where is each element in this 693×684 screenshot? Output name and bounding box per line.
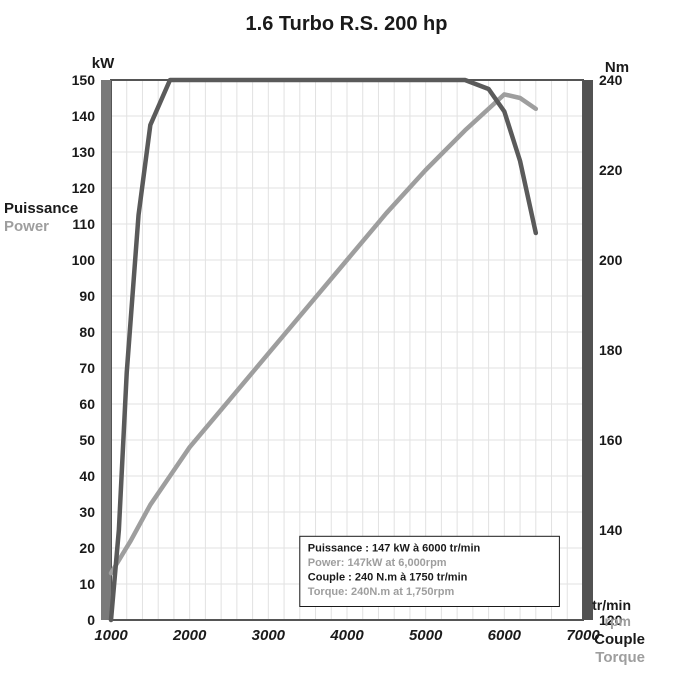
label-power: Power	[4, 218, 49, 235]
y-left-tick-label: 80	[79, 324, 95, 340]
x-tick-label: 4000	[329, 627, 364, 644]
y-left-tick-label: 110	[72, 216, 95, 232]
label-torque: Torque	[595, 649, 645, 666]
y-left-tick-label: 120	[72, 180, 96, 196]
y-right-tick-label: 160	[599, 432, 623, 448]
y-left-tick-label: 70	[79, 360, 95, 376]
right-axis-bar	[583, 80, 593, 620]
x-tick-label: 6000	[488, 627, 522, 644]
y-left-tick-label: 130	[72, 144, 96, 160]
label-trmin: tr/min	[592, 597, 631, 613]
label-rpm: rpm	[605, 613, 631, 629]
x-tick-label: 1000	[94, 627, 128, 644]
y-right-unit: Nm	[605, 59, 629, 76]
x-tick-label: 2000	[172, 627, 207, 644]
left-axis-bar	[101, 80, 111, 620]
y-left-tick-label: 90	[79, 288, 95, 304]
y-left-unit: kW	[92, 55, 115, 72]
y-left-tick-label: 10	[79, 576, 95, 592]
y-left-tick-label: 50	[79, 432, 95, 448]
y-right-tick-label: 180	[599, 342, 623, 358]
y-left-tick-label: 40	[79, 468, 95, 484]
y-right-tick-label: 140	[599, 522, 623, 538]
legend-line: Torque: 240N.m at 1,750rpm	[308, 586, 455, 598]
x-tick-label: 3000	[252, 627, 286, 644]
y-right-tick-label: 200	[599, 252, 623, 268]
y-left-tick-label: 100	[72, 252, 96, 268]
legend-line: Power: 147kW at 6,000rpm	[308, 557, 447, 569]
y-left-tick-label: 30	[79, 504, 95, 520]
label-puissance: Puissance	[4, 200, 78, 217]
legend-line: Puissance : 147 kW à 6000 tr/min	[308, 542, 481, 554]
x-tick-label: 5000	[409, 627, 443, 644]
legend-line: Couple : 240 N.m à 1750 tr/min	[308, 571, 468, 583]
y-left-tick-label: 60	[79, 396, 95, 412]
chart-title: 1.6 Turbo R.S. 200 hp	[246, 13, 448, 35]
power-torque-chart: 1.6 Turbo R.S. 200 hp1000200030004000500…	[0, 0, 693, 684]
y-right-tick-label: 220	[599, 162, 623, 178]
series-power	[111, 94, 536, 573]
y-left-tick-label: 20	[79, 540, 95, 556]
label-couple: Couple	[594, 631, 645, 648]
y-left-tick-label: 0	[87, 612, 95, 628]
y-left-tick-label: 140	[72, 108, 96, 124]
y-left-tick-label: 150	[72, 72, 96, 88]
